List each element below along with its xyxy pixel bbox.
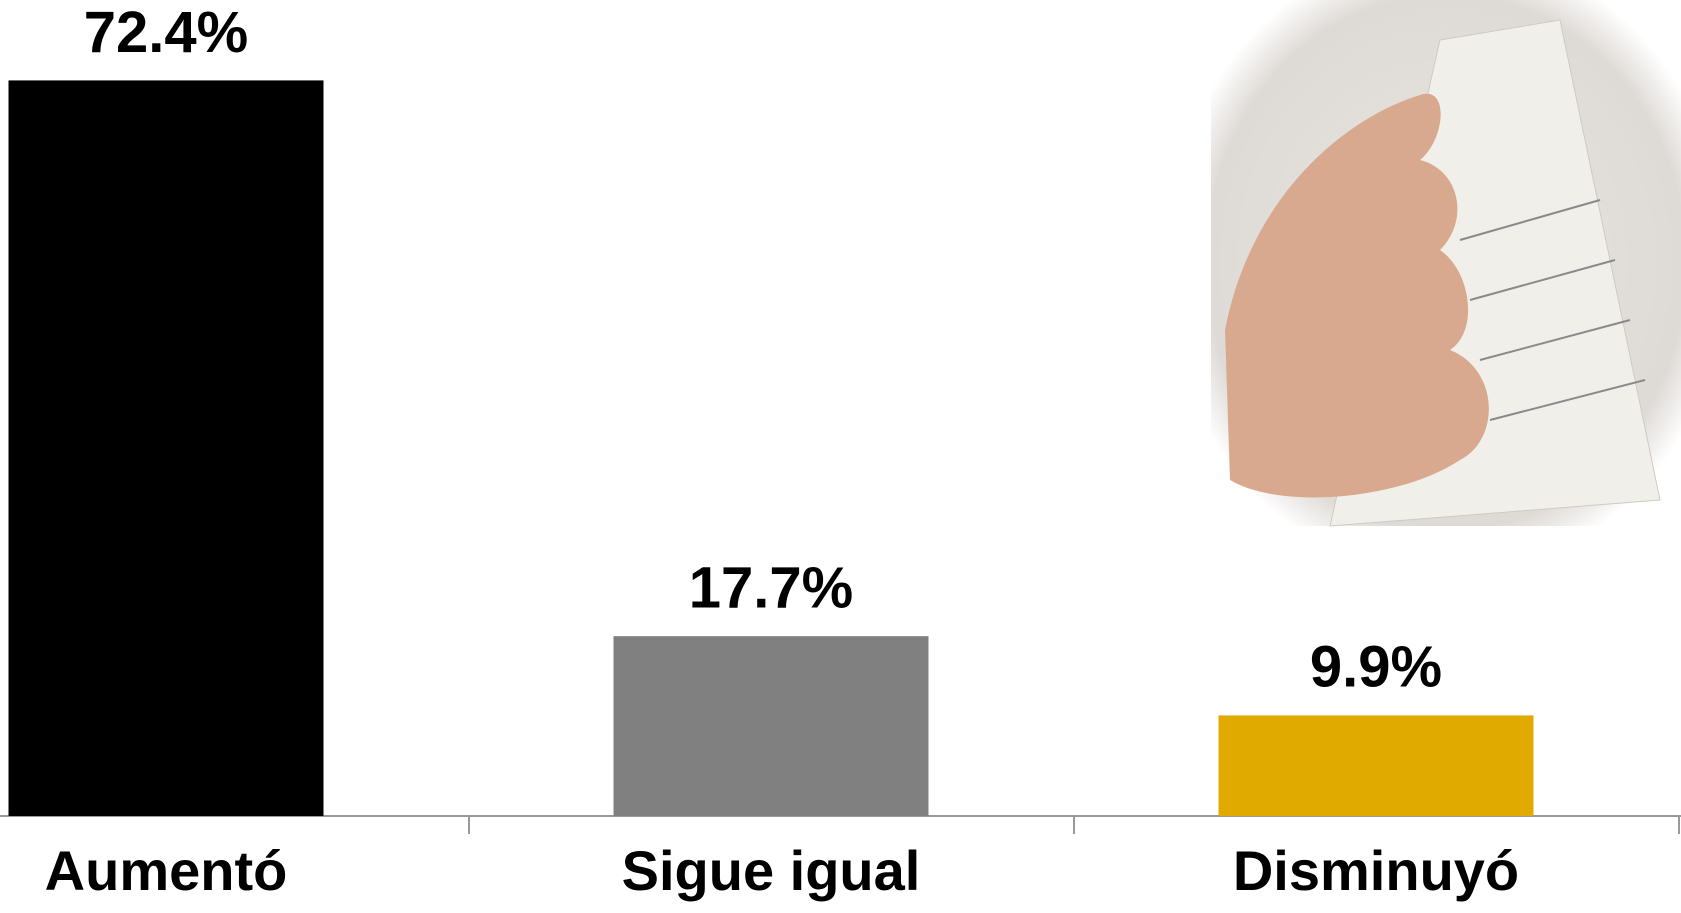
bar [613,636,929,816]
bar [1218,715,1534,816]
x-tick-label: Sigue igual [622,839,921,902]
x-tick-label: Disminuyó [1233,839,1519,902]
value-label: 9.9% [1310,635,1442,700]
receipt-photo [1211,0,1681,527]
value-label: 72.4% [84,0,248,65]
x-tick-label: Aumentó [45,839,288,902]
value-label: 17.7% [689,555,853,620]
bar [8,80,324,816]
